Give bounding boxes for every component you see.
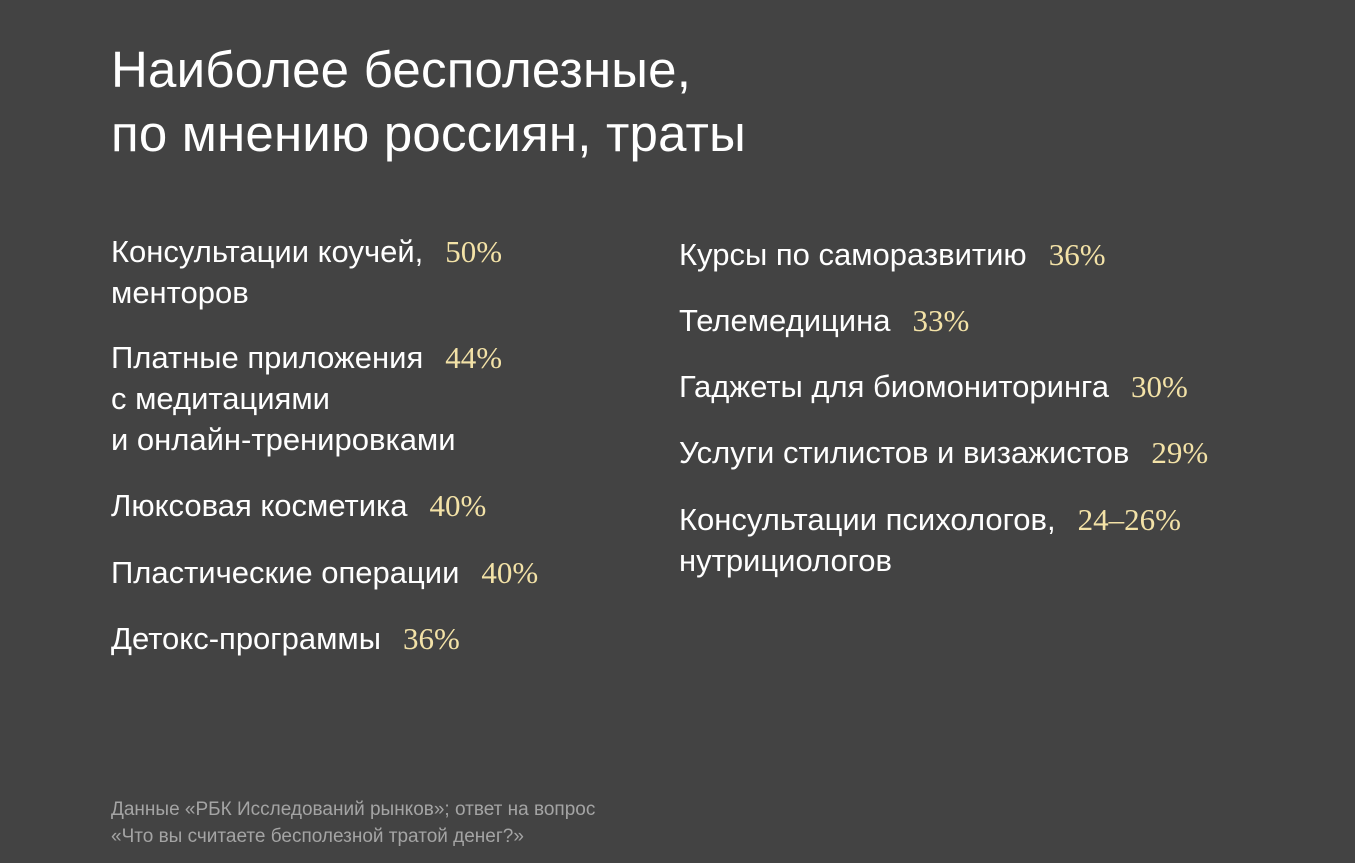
source-line-1: Данные «РБК Исследований рынков»; ответ … [111, 799, 596, 820]
list-item-paid-apps: Платные приложения 44% с медитациями и он… [111, 337, 502, 460]
item-label: Гаджеты для биомониторинга [679, 369, 1109, 404]
list-item-detox: Детокс-программы 36% [111, 618, 460, 659]
item-label: Детокс-программы [111, 621, 381, 656]
item-percent: 36% [403, 621, 460, 656]
list-item-telemedicine: Телемедицина 33% [679, 300, 969, 341]
list-item-plastic-surgery: Пластические операции 40% [111, 552, 538, 593]
item-label-continued: менторов [111, 275, 249, 310]
item-label-continued: нутрициологов [679, 543, 893, 578]
item-label: Пластические операции [111, 555, 460, 590]
title-line-2: по мнению россиян, траты [111, 105, 746, 162]
item-percent: 29% [1151, 435, 1209, 470]
item-percent: 33% [912, 303, 970, 338]
item-label: Телемедицина [679, 303, 891, 338]
page-title: Наиболее бесполезные, по мнению россиян,… [111, 38, 746, 166]
item-percent: 44% [445, 340, 503, 375]
item-label: Услуги стилистов и визажистов [679, 435, 1130, 470]
item-label-continued: и онлайн-тренировками [111, 422, 456, 457]
list-item-stylists: Услуги стилистов и визажистов 29% [679, 432, 1208, 473]
source-note: Данные «РБК Исследований рынков»; ответ … [111, 796, 595, 850]
item-percent: 30% [1130, 369, 1188, 404]
item-label: Консультации психологов, [679, 502, 1056, 537]
item-percent: 24–26% [1077, 502, 1181, 537]
source-line-2: «Что вы считаете бесполезной тратой дене… [111, 826, 524, 847]
list-item-biomonitoring: Гаджеты для биомониторинга 30% [679, 366, 1188, 407]
list-item-coaches: Консультации коучей, 50% менторов [111, 231, 502, 313]
item-percent: 36% [1048, 237, 1106, 272]
item-label: Консультации коучей, [111, 234, 424, 269]
item-label: Люксовая косметика [111, 488, 408, 523]
item-percent: 40% [481, 555, 539, 590]
item-percent: 40% [429, 488, 487, 523]
item-label: Курсы по саморазвитию [679, 237, 1027, 272]
list-item-luxury-cosmetics: Люксовая косметика 40% [111, 485, 486, 526]
item-label: Платные приложения [111, 340, 424, 375]
list-item-psychologists: Консультации психологов, 24–26% нутрициол… [679, 499, 1181, 581]
item-label-continued: с медитациями [111, 381, 330, 416]
title-line-1: Наиболее бесполезные, [111, 41, 692, 98]
list-item-self-development: Курсы по саморазвитию 36% [679, 234, 1106, 275]
item-percent: 50% [445, 234, 503, 269]
